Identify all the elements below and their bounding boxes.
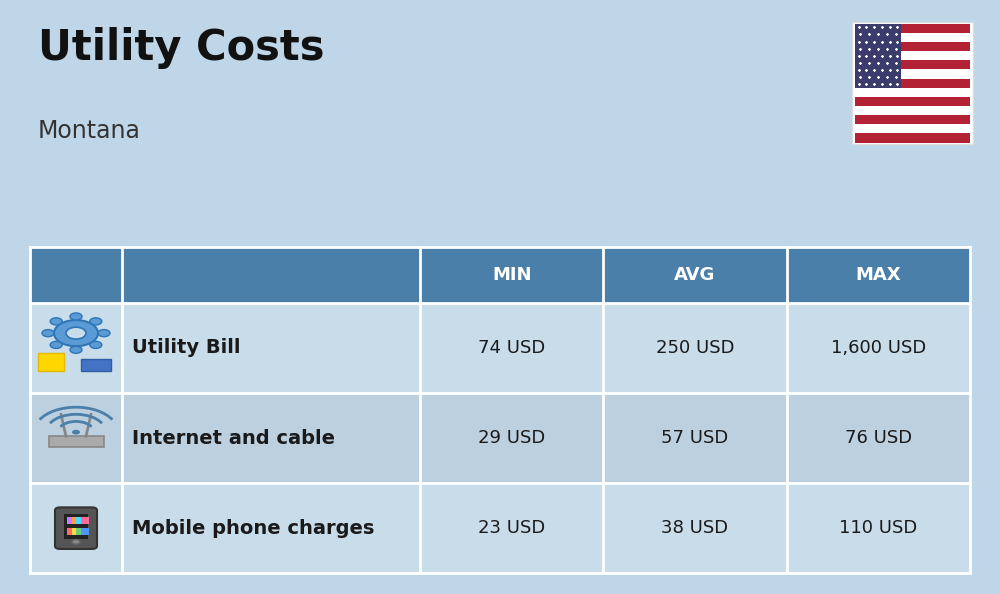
Text: Utility Costs: Utility Costs <box>38 27 324 69</box>
Text: Montana: Montana <box>38 119 141 143</box>
Bar <box>80 517 88 524</box>
Circle shape <box>50 318 62 325</box>
Bar <box>76 527 84 535</box>
Bar <box>30 303 970 393</box>
Circle shape <box>50 342 62 349</box>
Circle shape <box>42 330 54 337</box>
Text: 1,600 USD: 1,600 USD <box>831 339 926 357</box>
Text: 110 USD: 110 USD <box>839 519 917 537</box>
Bar <box>76 517 84 524</box>
Circle shape <box>54 320 98 346</box>
Text: MAX: MAX <box>856 266 901 284</box>
Text: 38 USD: 38 USD <box>661 519 729 537</box>
Bar <box>855 97 970 106</box>
Bar <box>855 134 970 143</box>
Bar <box>855 33 970 42</box>
Bar <box>80 527 88 535</box>
Bar <box>855 78 970 88</box>
Text: 29 USD: 29 USD <box>478 429 545 447</box>
Bar <box>81 359 111 371</box>
Text: 23 USD: 23 USD <box>478 519 545 537</box>
FancyBboxPatch shape <box>55 507 97 549</box>
Bar <box>67 517 75 524</box>
Bar <box>852 22 973 144</box>
Bar <box>30 393 970 483</box>
Text: 250 USD: 250 USD <box>656 339 734 357</box>
Bar <box>855 106 970 115</box>
Circle shape <box>70 313 82 320</box>
Text: AVG: AVG <box>674 266 716 284</box>
Text: 57 USD: 57 USD <box>661 429 729 447</box>
Bar <box>855 61 970 69</box>
Circle shape <box>72 539 80 544</box>
Bar <box>855 24 901 88</box>
Bar <box>855 69 970 78</box>
Bar <box>855 42 970 51</box>
Bar <box>72 527 80 535</box>
Circle shape <box>66 327 86 339</box>
Bar <box>855 51 970 61</box>
Text: Internet and cable: Internet and cable <box>132 429 335 447</box>
Circle shape <box>90 318 102 325</box>
Circle shape <box>72 429 80 435</box>
Circle shape <box>70 346 82 353</box>
Bar <box>38 353 64 371</box>
Text: Mobile phone charges: Mobile phone charges <box>132 519 374 538</box>
Text: 74 USD: 74 USD <box>478 339 545 357</box>
Text: 76 USD: 76 USD <box>845 429 912 447</box>
Bar <box>64 514 88 539</box>
Text: MIN: MIN <box>492 266 531 284</box>
Circle shape <box>90 342 102 349</box>
Circle shape <box>98 330 110 337</box>
Text: Utility Bill: Utility Bill <box>132 339 240 358</box>
Bar <box>855 24 970 33</box>
Bar <box>67 527 75 535</box>
Bar <box>30 247 970 303</box>
Bar <box>855 88 970 97</box>
Bar <box>48 436 104 447</box>
Bar <box>855 115 970 124</box>
Bar <box>855 124 970 134</box>
Bar <box>72 517 80 524</box>
Bar <box>30 483 970 573</box>
